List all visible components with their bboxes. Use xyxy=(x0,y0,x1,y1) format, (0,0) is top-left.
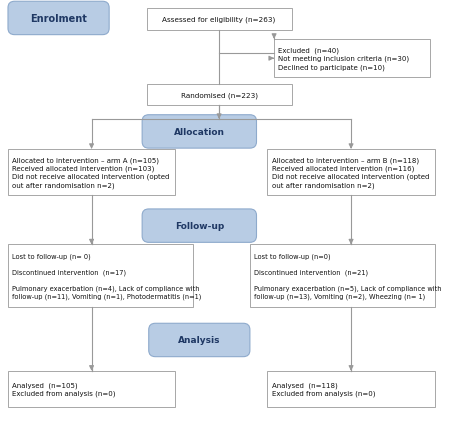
Text: Follow-up: Follow-up xyxy=(175,221,224,230)
Text: Lost to follow-up (n=0)

Discontinued intervention  (n=21)

Pulmonary exacerbati: Lost to follow-up (n=0) Discontinued int… xyxy=(254,252,442,299)
Text: Enrolment: Enrolment xyxy=(30,14,87,24)
Text: Excluded  (n=40)
Not meeting inclusion criteria (n=30)
Declined to participate (: Excluded (n=40) Not meeting inclusion cr… xyxy=(279,48,410,71)
FancyBboxPatch shape xyxy=(142,116,256,149)
FancyBboxPatch shape xyxy=(267,371,435,407)
FancyBboxPatch shape xyxy=(8,371,175,407)
Text: Analysed  (n=105)
Excluded from analysis (n=0): Analysed (n=105) Excluded from analysis … xyxy=(12,382,116,396)
FancyBboxPatch shape xyxy=(142,209,256,243)
Text: Analysed  (n=118)
Excluded from analysis (n=0): Analysed (n=118) Excluded from analysis … xyxy=(272,382,375,396)
Text: Randomised (n=223): Randomised (n=223) xyxy=(181,92,257,98)
Text: Allocation: Allocation xyxy=(174,128,225,137)
Text: Analysis: Analysis xyxy=(178,336,220,345)
FancyBboxPatch shape xyxy=(250,245,435,307)
Text: Allocated to intervention – arm B (n=118)
Received allocated intervention (n=116: Allocated to intervention – arm B (n=118… xyxy=(272,157,429,188)
Text: Assessed for eligibility (n=263): Assessed for eligibility (n=263) xyxy=(163,17,276,23)
FancyBboxPatch shape xyxy=(146,85,292,106)
FancyBboxPatch shape xyxy=(8,150,175,196)
FancyBboxPatch shape xyxy=(8,2,109,36)
Text: Allocated to intervention – arm A (n=105)
Received allocated intervention (n=103: Allocated to intervention – arm A (n=105… xyxy=(12,157,170,188)
Text: Lost to follow-up (n= 0)

Discontinued intervention  (n=17)

Pulmonary exacerbat: Lost to follow-up (n= 0) Discontinued in… xyxy=(12,252,202,299)
FancyBboxPatch shape xyxy=(274,40,430,78)
FancyBboxPatch shape xyxy=(149,323,250,357)
FancyBboxPatch shape xyxy=(8,245,193,307)
FancyBboxPatch shape xyxy=(267,150,435,196)
FancyBboxPatch shape xyxy=(146,9,292,31)
